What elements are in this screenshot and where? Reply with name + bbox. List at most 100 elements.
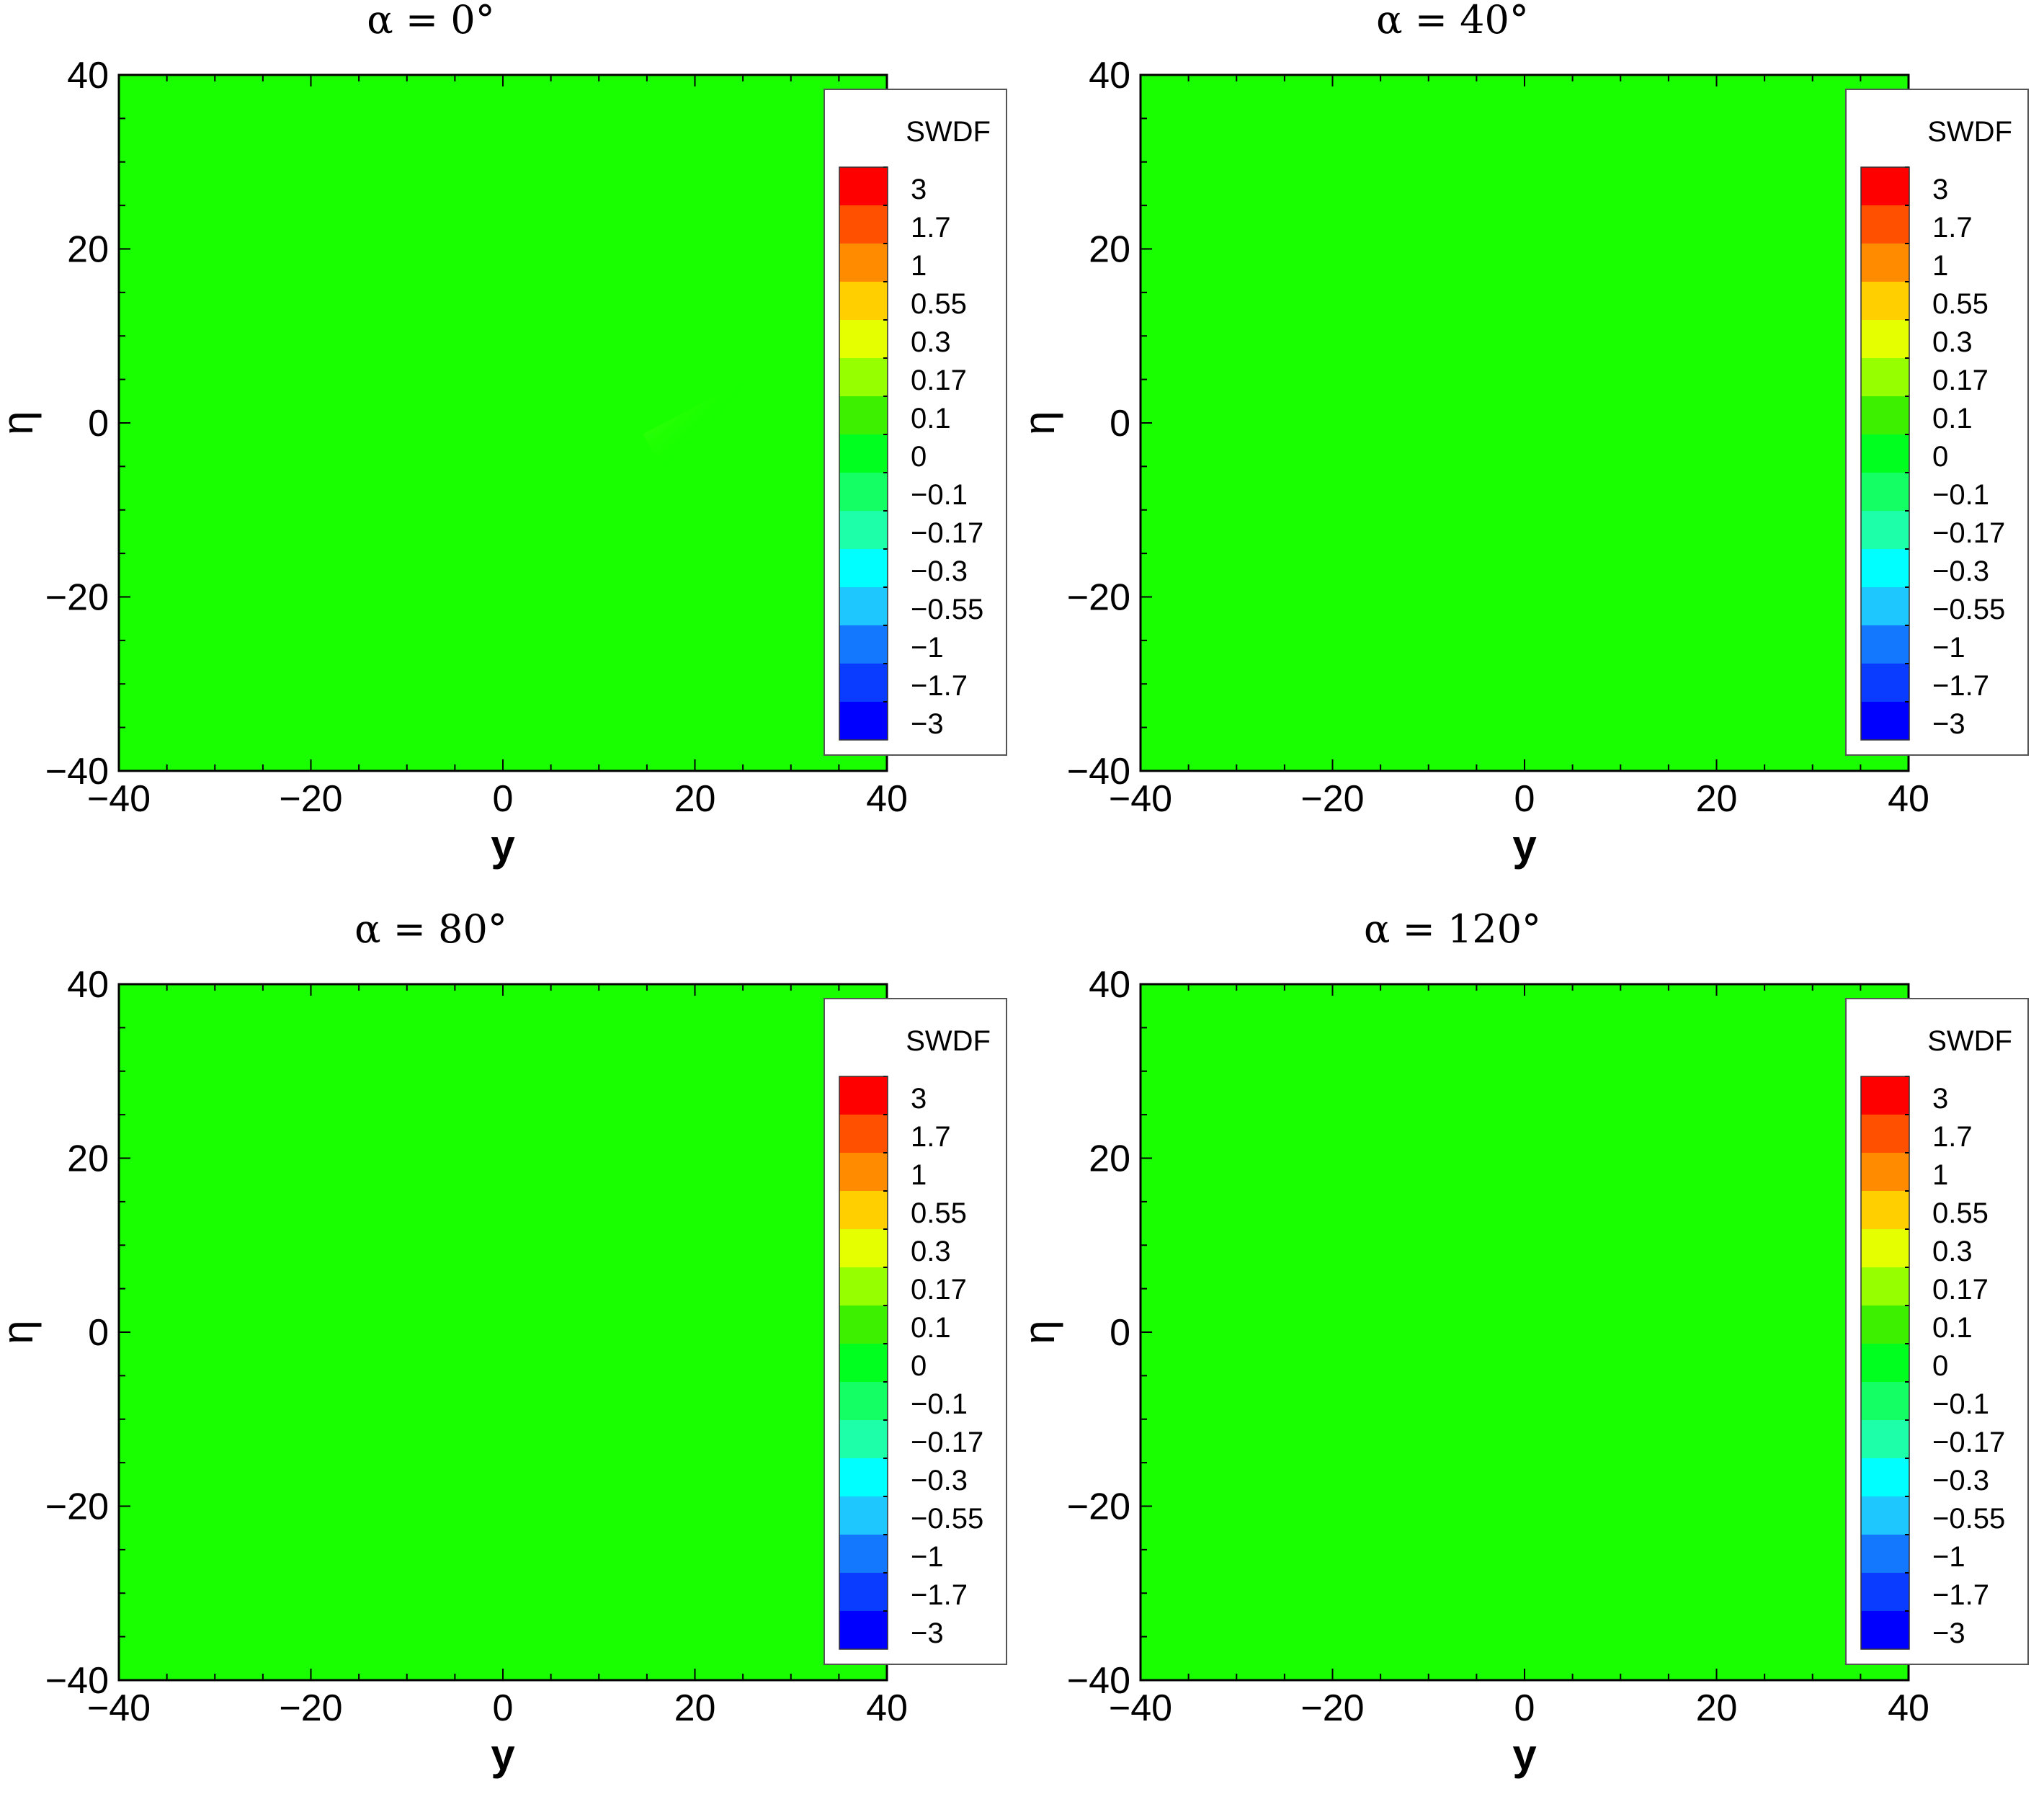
colorbar-swatch	[839, 1535, 888, 1573]
legend-label: −0.3	[911, 1465, 968, 1496]
plot-background	[1141, 984, 1909, 1680]
legend-label: 0.17	[1932, 365, 1989, 396]
colorbar-swatch	[839, 1306, 888, 1344]
legend-label: 0.1	[911, 403, 951, 434]
legend-label: 0.1	[911, 1312, 951, 1344]
legend-label: 0	[911, 441, 927, 473]
y-tick-label: −40	[1067, 751, 1130, 793]
colorbar-swatch	[839, 549, 888, 587]
y-axis-label: η	[0, 411, 42, 434]
legend-label: −0.3	[911, 555, 968, 587]
y-tick-label: 20	[1089, 1138, 1130, 1180]
legend: SWDF 3 1.7 1 0.55 0.3 0.17 0.1 0 −0.1 −0.17 −0.3 −0.…	[1845, 998, 2029, 1665]
legend-label: 0.3	[911, 1236, 951, 1267]
x-tick-label: 20	[1696, 778, 1738, 820]
colorbar-swatch	[839, 1458, 888, 1496]
legend-label: 0.1	[1932, 403, 1973, 434]
colorbar-frame	[839, 1076, 888, 1650]
x-tick-label: −40	[87, 1687, 151, 1729]
colorbar-swatch	[1861, 549, 1909, 587]
y-tick-label: 40	[67, 964, 109, 1006]
legend-label: 3	[911, 1083, 927, 1115]
colorbar-swatch	[839, 1191, 888, 1229]
colorbar-swatch	[839, 358, 888, 396]
x-tick-label: −20	[1300, 1687, 1364, 1729]
y-tick-label: −40	[45, 751, 109, 793]
legend-label: 0.3	[911, 326, 951, 358]
y-tick-label: 40	[1089, 964, 1130, 1006]
legend-label: −0.17	[911, 517, 983, 549]
legend-label: 0.55	[1932, 288, 1989, 320]
legend-label: 1.7	[1932, 1121, 1973, 1153]
colorbar-swatch	[1861, 244, 1909, 282]
x-tick-label: −40	[1109, 778, 1172, 820]
colorbar-swatch	[1861, 1229, 1909, 1267]
colorbar-swatch	[1861, 1611, 1909, 1649]
legend-label: 3	[1932, 1083, 1948, 1115]
legend-label: −0.17	[1932, 517, 2005, 549]
panel-top-left: α = 0° −40 −20 0 20 40 −40 −20 0 20 40 y η SWDF 3 1.7 1 0…	[0, 0, 1007, 870]
y-tick-label: −20	[45, 577, 109, 619]
legend-label: −0.55	[1932, 1503, 2005, 1535]
x-tick-label: 20	[674, 1687, 716, 1729]
legend-label: −3	[911, 1617, 944, 1649]
colorbar-swatch	[839, 1229, 888, 1267]
legend-label: −0.1	[1932, 479, 1989, 511]
legend-label: −0.55	[1932, 594, 2005, 625]
y-tick-label: −20	[1067, 577, 1130, 619]
x-tick-label: 20	[674, 778, 716, 820]
y-tick-label: −40	[45, 1660, 109, 1702]
legend-label: −1	[911, 632, 944, 664]
x-tick-label: 20	[1696, 1687, 1738, 1729]
x-axis-label: y	[491, 1731, 515, 1779]
colorbar-swatch	[1861, 167, 1909, 205]
colorbar-swatch	[839, 587, 888, 625]
colorbar-swatch	[1861, 1573, 1909, 1611]
legend-label: 0	[911, 1350, 927, 1382]
legend-label: −1.7	[911, 1579, 968, 1611]
legend-label: 0	[1932, 441, 1948, 473]
colorbar-swatch	[1861, 1458, 1909, 1496]
colorbar-swatch	[1861, 1420, 1909, 1458]
legend-label: −1	[1932, 632, 1965, 664]
colorbar-swatch	[1861, 1115, 1909, 1153]
legend-label: −1.7	[1932, 670, 1989, 702]
legend-label: −0.1	[911, 479, 968, 511]
colorbar-swatch	[839, 625, 888, 664]
legend-label: −0.17	[1932, 1427, 2005, 1458]
y-axis-label: η	[0, 1320, 42, 1344]
legend-label: 0.3	[1932, 1236, 1973, 1267]
colorbar-swatch	[839, 1344, 888, 1382]
colorbar-swatch	[1861, 1535, 1909, 1573]
x-tick-label: −20	[279, 778, 342, 820]
colorbar-swatch	[1861, 1153, 1909, 1191]
legend-title: SWDF	[906, 116, 991, 148]
legend-label: 0.55	[911, 288, 967, 320]
colorbar-swatch	[1861, 702, 1909, 740]
legend-title: SWDF	[906, 1025, 991, 1057]
colorbar-swatch	[1861, 1191, 1909, 1229]
colorbar-swatch	[1861, 434, 1909, 473]
y-tick-label: −40	[1067, 1660, 1130, 1702]
colorbar-swatch	[839, 434, 888, 473]
legend-label: 1	[911, 1159, 927, 1191]
legend: SWDF 3 1.7 1 0.55 0.3 0.17 0.1 0 −0.1 −0.17 −0.3 −0.…	[824, 89, 1007, 756]
y-tick-label: −20	[45, 1486, 109, 1528]
colorbar-swatch	[1861, 358, 1909, 396]
x-axis-label: y	[491, 821, 515, 870]
colorbar-swatch	[839, 244, 888, 282]
colorbar-swatch	[839, 1611, 888, 1649]
colorbar-swatch	[839, 1153, 888, 1191]
legend-label: −0.1	[1932, 1388, 1989, 1420]
legend-label: 3	[911, 174, 927, 205]
y-tick-label: 40	[67, 55, 109, 97]
colorbar-swatch	[1861, 1344, 1909, 1382]
legend-label: −3	[1932, 708, 1965, 740]
colorbar-swatch	[1861, 587, 1909, 625]
legend-label: −0.17	[911, 1427, 983, 1458]
legend-label: 1.7	[1932, 212, 1973, 244]
legend-label: −1	[911, 1541, 944, 1573]
legend-label: 0.55	[911, 1197, 967, 1229]
colorbar-swatch	[1861, 320, 1909, 358]
colorbar-swatch	[1861, 396, 1909, 434]
